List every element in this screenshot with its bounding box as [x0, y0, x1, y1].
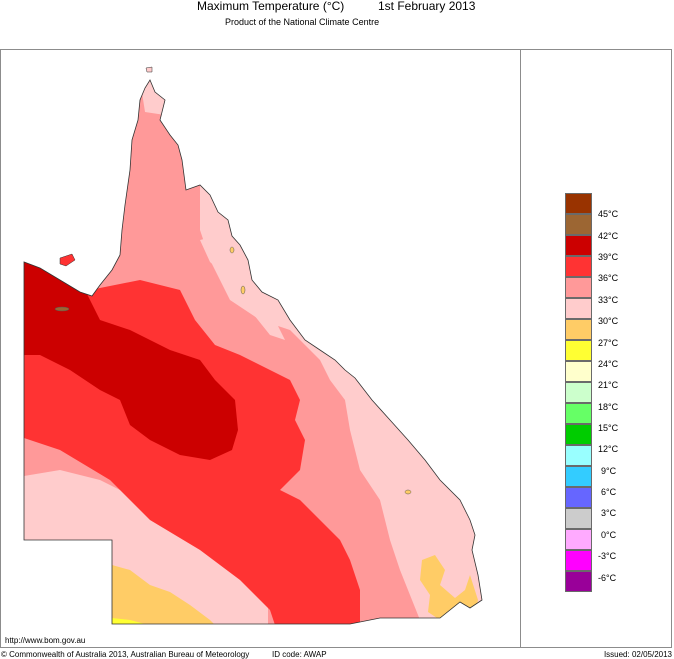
legend-swatch	[565, 445, 592, 466]
temperature-map	[23, 66, 483, 625]
legend-swatch	[565, 319, 592, 340]
map-title: Maximum Temperature (°C) 1st February 20…	[0, 0, 674, 14]
legend-swatch	[565, 550, 592, 571]
legend-swatch	[565, 235, 592, 256]
legend-label: 0°C	[601, 530, 617, 540]
legend-swatch	[565, 466, 592, 487]
legend-label: -6°C	[598, 573, 617, 583]
legend-swatch	[565, 571, 592, 592]
title-date: 1st February 2013	[378, 0, 476, 13]
subtitle: Product of the National Climate Centre	[225, 17, 380, 27]
legend-swatch	[565, 256, 592, 277]
legend-label: 18°C	[598, 402, 619, 412]
website-link[interactable]: http://www.bom.gov.au	[5, 636, 86, 645]
legend-swatch	[565, 214, 592, 235]
legend-label: 39°C	[598, 252, 619, 262]
legend-label: -3°C	[598, 551, 617, 561]
copyright-text: © Commonwealth of Australia 2013, Austra…	[1, 650, 250, 659]
map-frame	[0, 49, 672, 648]
legend-label: 33°C	[598, 295, 619, 305]
legend-swatch	[565, 403, 592, 424]
legend-label: 45°C	[598, 209, 619, 219]
legend-swatch	[565, 298, 592, 319]
legend-label: 6°C	[601, 487, 617, 497]
legend-swatch	[565, 340, 592, 361]
legend-label: 42°C	[598, 231, 619, 241]
legend-swatch	[565, 277, 592, 298]
legend-label: 36°C	[598, 273, 619, 283]
legend-label: 27°C	[598, 338, 619, 348]
legend-swatch	[565, 508, 592, 529]
legend-swatch	[565, 361, 592, 382]
legend-swatch	[565, 529, 592, 550]
legend-divider	[520, 49, 521, 648]
title-text: Maximum Temperature (°C)	[197, 0, 345, 13]
legend-swatch	[565, 487, 592, 508]
legend-label: 15°C	[598, 423, 619, 433]
id-code: ID code: AWAP	[272, 650, 327, 659]
legend-label: 3°C	[601, 508, 617, 518]
legend-swatch	[565, 424, 592, 445]
legend-label: 24°C	[598, 359, 619, 369]
legend-label: 12°C	[598, 444, 619, 454]
legend-label: 9°C	[601, 466, 617, 476]
legend-swatch	[565, 193, 592, 214]
issued-date: Issued: 02/05/2013	[603, 650, 672, 659]
legend-label: 30°C	[598, 316, 619, 326]
legend-label: 21°C	[598, 380, 619, 390]
legend-swatch	[565, 382, 592, 403]
